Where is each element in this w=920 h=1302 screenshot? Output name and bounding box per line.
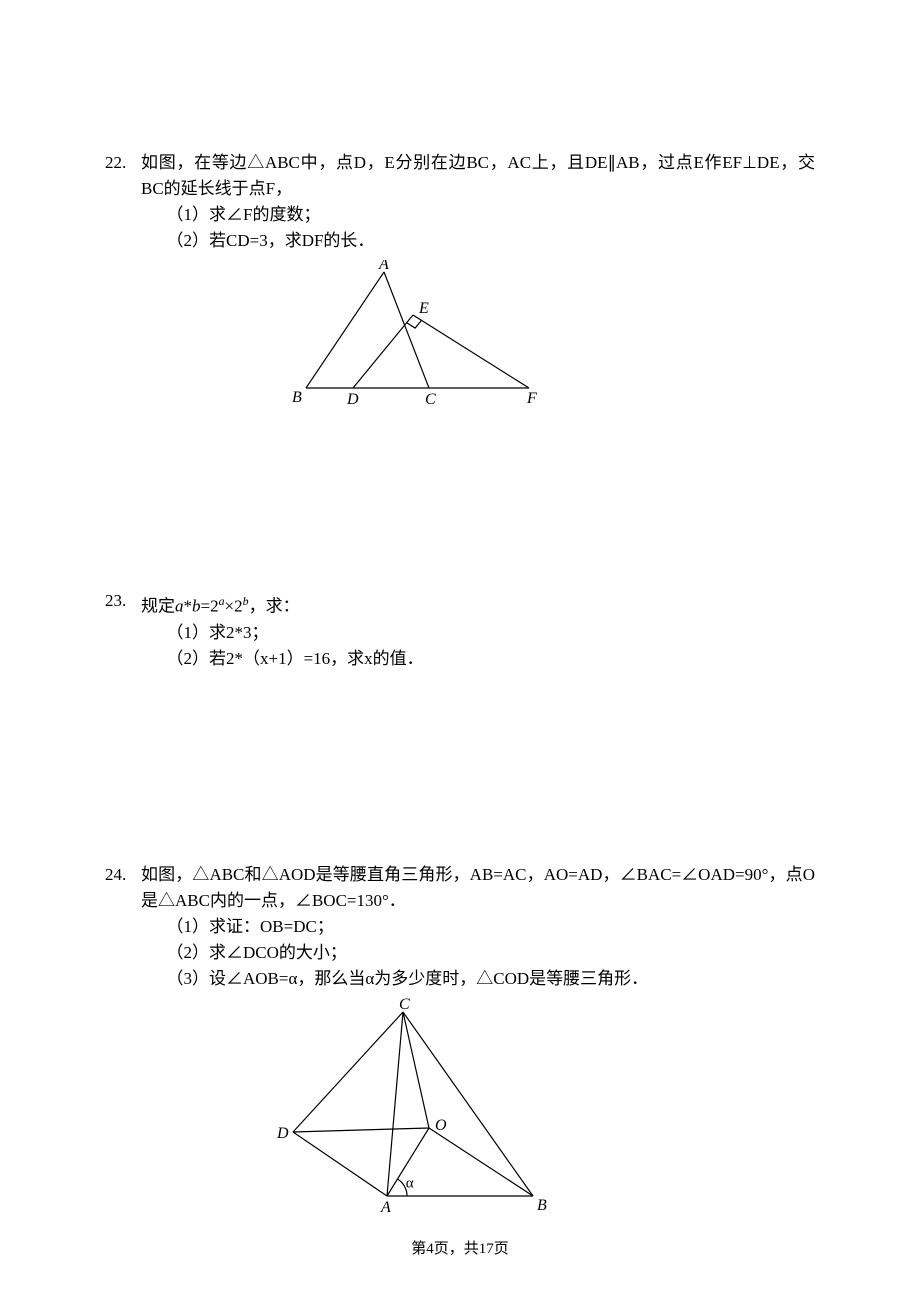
svg-text:C: C [399, 998, 410, 1013]
svg-text:A: A [380, 1199, 391, 1216]
problem-22-sub2: （2）若CD=3，求DF的长． [141, 228, 815, 254]
svg-text:F: F [526, 390, 537, 407]
problem-22-body: 如图，在等边△ABC中，点D，E分别在边BC，AC上，且DE∥AB，过点E作EF… [141, 150, 815, 418]
svg-text:D: D [346, 391, 359, 408]
problem-24-body: 如图，△ABC和△AOD是等腰直角三角形，AB=AC，AO=AD，∠BAC=∠O… [141, 862, 815, 1226]
svg-text:A: A [378, 260, 389, 273]
problem-22-sub1: （1）求∠F的度数； [141, 202, 815, 228]
problem-23-sub1: （1）求2*3； [141, 620, 815, 646]
problem-24: 24. 如图，△ABC和△AOD是等腰直角三角形，AB=AC，AO=AD，∠BA… [105, 862, 815, 1226]
page-footer: 第4页，共17页 [0, 1237, 920, 1258]
problem-24-number: 24. [105, 862, 141, 888]
problem-23-number: 23. [105, 588, 141, 614]
problem-23: 23. 规定a*b=2a×2b，求： （1）求2*3； （2）若2*（x+1）=… [105, 588, 815, 672]
problem-24-figure: A B C D Oα [141, 998, 815, 1226]
svg-text:B: B [292, 389, 302, 406]
problem-22-number: 22. [105, 150, 141, 176]
problem-23-text: 规定a*b=2a×2b，求： [141, 588, 815, 620]
problem-23-sub2: （2）若2*（x+1）=16，求x的值． [141, 646, 815, 672]
svg-text:E: E [418, 300, 429, 317]
problem-23-body: 规定a*b=2a×2b，求： （1）求2*3； （2）若2*（x+1）=16，求… [141, 588, 815, 672]
problem-22: 22. 如图，在等边△ABC中，点D，E分别在边BC，AC上，且DE∥AB，过点… [105, 150, 815, 418]
problem-24-sub1: （1）求证：OB=DC； [141, 914, 815, 940]
problem-24-text: 如图，△ABC和△AOD是等腰直角三角形，AB=AC，AO=AD，∠BAC=∠O… [141, 862, 815, 914]
problem-24-sub3: （3）设∠AOB=α，那么当α为多少度时，△COD是等腰三角形． [141, 966, 815, 992]
svg-text:O: O [435, 1117, 447, 1134]
problem-22-figure: A B C D E F [141, 260, 815, 418]
triangle-figure-icon: A B C D E F [261, 260, 551, 410]
svg-text:D: D [276, 1125, 289, 1142]
svg-text:C: C [425, 391, 436, 408]
problem-22-text: 如图，在等边△ABC中，点D，E分别在边BC，AC上，且DE∥AB，过点E作EF… [141, 150, 815, 202]
page: 22. 如图，在等边△ABC中，点D，E分别在边BC，AC上，且DE∥AB，过点… [0, 0, 920, 1302]
svg-text:α: α [406, 1175, 414, 1191]
triangle-figure-icon: A B C D Oα [251, 998, 571, 1218]
svg-text:B: B [537, 1197, 547, 1214]
problem-24-sub2: （2）求∠DCO的大小； [141, 940, 815, 966]
